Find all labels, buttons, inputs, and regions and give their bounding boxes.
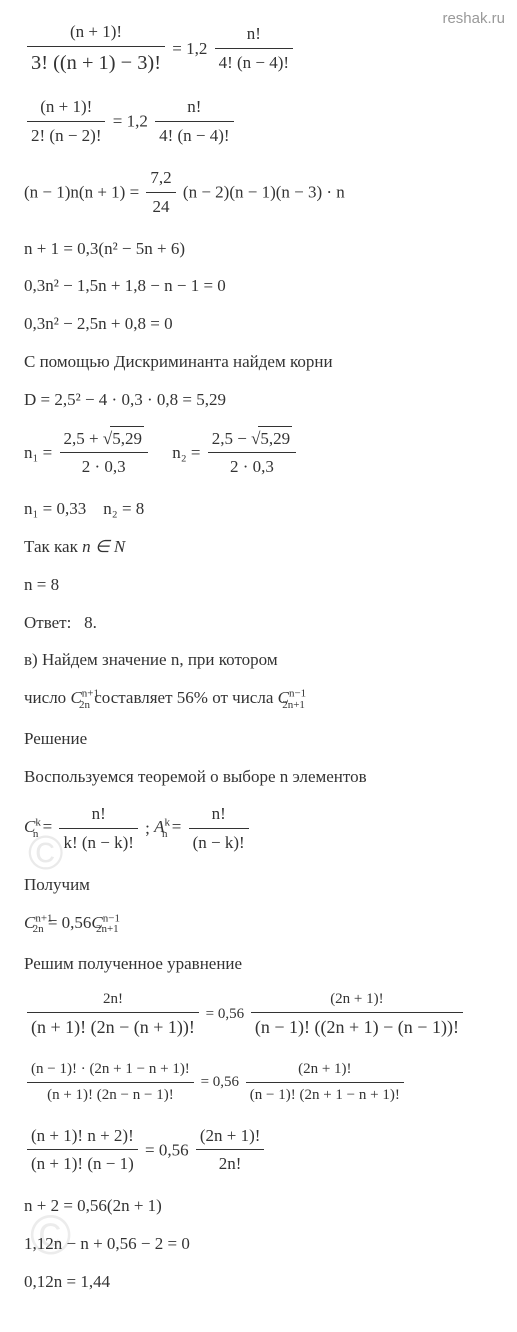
txt4b-b: составляет 56% от числа bbox=[90, 688, 278, 707]
eq15-eq: = 0,56 bbox=[145, 1140, 189, 1159]
eq13-num2: (2n + 1)! bbox=[251, 989, 463, 1013]
eq1-den1: 3! ((n + 1) − 3)! bbox=[27, 47, 165, 78]
text-part-v: в) Найдем значение n, при котором bbox=[24, 648, 493, 672]
eq14-den1: (n + 1)! (2n − n − 1)! bbox=[27, 1083, 194, 1106]
eq8b-lhs: n₂ = bbox=[172, 442, 200, 461]
eq3-den: 24 bbox=[146, 193, 175, 219]
equation-14: (n − 1)! · (2n + 1 − n + 1)! (n + 1)! (2… bbox=[24, 1059, 493, 1106]
eq14-den2: (n − 1)! (2n + 1 − n + 1)! bbox=[246, 1083, 404, 1106]
eq13-eq: = 0,56 bbox=[206, 1007, 244, 1023]
eq13-num1: 2n! bbox=[27, 989, 199, 1013]
eq15-num2: (2n + 1)! bbox=[196, 1124, 265, 1151]
eq13-den1: (n + 1)! (2n − (n + 1))! bbox=[27, 1013, 199, 1040]
text-get: Получим bbox=[24, 873, 493, 897]
equation-2: (n + 1)! 2! (n − 2)! = 1,2 n! 4! (n − 4)… bbox=[24, 95, 493, 148]
eq15-den1: (n + 1)! (n − 1) bbox=[27, 1150, 138, 1176]
eq14-num1: (n − 1)! · (2n + 1 − n + 1)! bbox=[27, 1059, 194, 1083]
eq3-right: (n − 2)(n − 1)(n − 3) · n bbox=[183, 182, 345, 201]
eq11-sep: ; bbox=[145, 819, 154, 838]
eq14-eq: = 0,56 bbox=[201, 1074, 239, 1090]
equation-17: 1,12n − n + 0,56 − 2 = 0 bbox=[24, 1232, 493, 1256]
equation-8: n₁ = 2,5 + 5,29 2 · 0,3 n₂ = 2,5 − 5,29 … bbox=[24, 426, 493, 480]
eq1-num2: n! bbox=[215, 22, 293, 49]
equation-6: 0,3n² − 2,5n + 0,8 = 0 bbox=[24, 312, 493, 336]
eq2-num2: n! bbox=[155, 95, 233, 122]
answer-line: Ответ: 8. bbox=[24, 611, 493, 635]
eq8a-num: 2,5 + 5,29 bbox=[60, 426, 148, 454]
eq1-den2: 4! (n − 4)! bbox=[215, 49, 293, 75]
equation-4: n + 1 = 0,3(n² − 5n + 6) bbox=[24, 237, 493, 261]
eq2-den1: 2! (n − 2)! bbox=[27, 122, 105, 148]
eq15-num1: (n + 1)! n + 2)! bbox=[27, 1124, 138, 1151]
txt2b: n ∈ N bbox=[82, 537, 125, 556]
equation-3: (n − 1)n(n + 1) = 7,2 24 (n − 2)(n − 1)(… bbox=[24, 166, 493, 219]
eq8a-lhs: n₁ = bbox=[24, 442, 52, 461]
equation-7: D = 2,5² − 4 · 0,3 · 0,8 = 5,29 bbox=[24, 388, 493, 412]
eq14-num2: (2n + 1)! bbox=[246, 1059, 404, 1083]
eq2-eq: = 1,2 bbox=[113, 112, 148, 131]
txt2a: Так как bbox=[24, 537, 82, 556]
eq11-num2: n! bbox=[189, 802, 249, 829]
eq11-num1: n! bbox=[59, 802, 137, 829]
txt4b-a: число bbox=[24, 688, 70, 707]
eq13-den2: (n − 1)! ((2n + 1) − (n − 1))! bbox=[251, 1013, 463, 1040]
text-discriminant: С помощью Дискриминанта найдем корни bbox=[24, 350, 493, 374]
equation-15: (n + 1)! n + 2)! (n + 1)! (n − 1) = 0,56… bbox=[24, 1124, 493, 1177]
eq3-num: 7,2 bbox=[146, 166, 175, 193]
text-solution: Решение bbox=[24, 727, 493, 751]
eq11-den2: (n − k)! bbox=[189, 829, 249, 855]
eq11-den1: k! (n − k)! bbox=[59, 829, 137, 855]
equation-1: (n + 1)! 3! ((n + 1) − 3)! = 1,2 n! 4! (… bbox=[24, 20, 493, 77]
eq8b-den: 2 · 0,3 bbox=[208, 453, 296, 479]
equation-16: n + 2 = 0,56(2n + 1) bbox=[24, 1194, 493, 1218]
equation-11: Ckn = n! k! (n − k)! ; Akn = n! (n − k)! bbox=[24, 802, 493, 855]
equation-18: 0,12n = 1,44 bbox=[24, 1270, 493, 1294]
eq3-left: (n − 1)n(n + 1) = bbox=[24, 182, 139, 201]
equation-5: 0,3n² − 1,5n + 1,8 − n − 1 = 0 bbox=[24, 274, 493, 298]
text-solve: Решим полученное уравнение bbox=[24, 952, 493, 976]
eq2-den2: 4! (n − 4)! bbox=[155, 122, 233, 148]
eq8b-num: 2,5 − 5,29 bbox=[208, 426, 296, 454]
eq1-num1: (n + 1)! bbox=[27, 20, 165, 47]
text-part-v2: число Cn+12n составляет 56% от числа Cn−… bbox=[24, 686, 493, 713]
text-theorem: Воспользуемся теоремой о выборе n элемен… bbox=[24, 765, 493, 789]
eq2-num1: (n + 1)! bbox=[27, 95, 105, 122]
eq8a-den: 2 · 0,3 bbox=[60, 453, 148, 479]
equation-10: n = 8 bbox=[24, 573, 493, 597]
eq1-eq: = 1,2 bbox=[172, 39, 207, 58]
equation-12: Cn+12n = 0,56Cn−12n+1 bbox=[24, 911, 493, 938]
equation-9: n₁ = 0,33 n₂ = 8 bbox=[24, 497, 493, 521]
equation-13: 2n! (n + 1)! (2n − (n + 1))! = 0,56 (2n … bbox=[24, 989, 493, 1040]
text-natural: Так как n ∈ N bbox=[24, 535, 493, 559]
eq15-den2: 2n! bbox=[196, 1150, 265, 1176]
